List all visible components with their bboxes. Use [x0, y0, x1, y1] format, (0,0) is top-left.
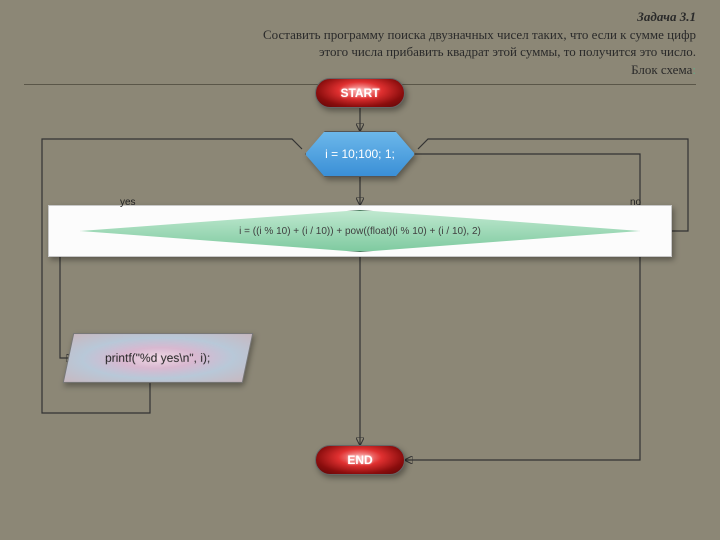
- node-loop: i = 10;100; 1;: [305, 131, 415, 177]
- decision-bar: i = ((i % 10) + (i / 10)) + pow((float)(…: [48, 205, 672, 257]
- label-no: no: [630, 197, 641, 208]
- loop-label: i = 10;100; 1;: [325, 147, 395, 161]
- node-decision: i = ((i % 10) + (i / 10)) + pow((float)(…: [80, 210, 640, 252]
- task-desc-2: этого числа прибавить квадрат этой суммы…: [24, 43, 696, 61]
- start-label: START: [340, 86, 379, 100]
- node-io: printf("%d yes\n", i);: [63, 333, 254, 383]
- node-end: END: [315, 445, 405, 475]
- header: Задача 3.1 Составить программу поиска дв…: [0, 0, 720, 82]
- decision-expr: i = ((i % 10) + (i / 10)) + pow((float)(…: [239, 226, 481, 237]
- end-label: END: [347, 453, 372, 467]
- task-title: Задача 3.1: [24, 8, 696, 26]
- io-label: printf("%d yes\n", i);: [105, 351, 210, 365]
- task-desc-1: Составить программу поиска двузначных чи…: [24, 26, 696, 44]
- label-yes: yes: [120, 197, 136, 208]
- flowchart-canvas: START i = 10;100; 1; i = ((i % 10) + (i …: [0, 75, 720, 540]
- node-start: START: [315, 78, 405, 108]
